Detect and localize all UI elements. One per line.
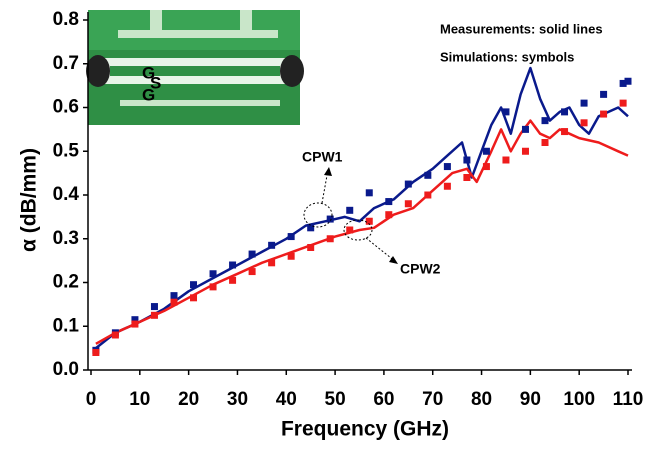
simulated-marker	[326, 215, 334, 223]
simulated-marker	[229, 276, 237, 284]
simulated-marker	[502, 156, 510, 164]
y-tick-label: 0.0	[53, 359, 79, 380]
simulated-marker	[209, 283, 217, 291]
callout-ellipse	[303, 202, 333, 228]
y-tick-label: 0.2	[53, 272, 79, 293]
callout-arrow	[365, 237, 397, 263]
simulated-marker	[561, 128, 569, 136]
y-tick-label: 0.3	[53, 228, 79, 249]
simulated-marker	[424, 171, 432, 179]
x-tick-label: 80	[471, 389, 492, 410]
callout-arrow	[321, 169, 329, 204]
simulated-marker	[385, 198, 393, 206]
simulated-marker	[190, 281, 198, 289]
simulated-marker	[268, 259, 276, 267]
simulated-marker	[619, 99, 627, 107]
simulated-marker	[561, 108, 569, 116]
simulated-marker	[580, 99, 588, 107]
x-tick-label: 20	[178, 389, 199, 410]
simulated-marker	[229, 261, 237, 269]
x-tick-label: 60	[373, 389, 394, 410]
simulated-marker	[385, 211, 393, 219]
annotation: CPW2	[400, 261, 441, 277]
x-tick-label: 90	[520, 389, 541, 410]
simulated-marker	[92, 349, 100, 356]
simulated-marker	[443, 182, 451, 190]
simulated-marker	[502, 108, 510, 116]
simulated-marker	[190, 294, 198, 302]
y-tick-label: 0.1	[53, 315, 80, 336]
x-tick-label: 50	[325, 389, 346, 410]
simulated-marker	[521, 125, 529, 133]
simulated-marker	[287, 252, 295, 260]
simulated-marker	[482, 163, 490, 171]
simulated-marker	[521, 147, 529, 155]
simulated-marker	[248, 268, 256, 276]
simulated-marker	[170, 292, 178, 300]
x-tick-label: 110	[613, 389, 644, 410]
inset-label: G	[142, 63, 155, 82]
simulated-marker	[580, 119, 588, 127]
simulated-marker	[541, 139, 549, 146]
simulated-marker	[365, 189, 373, 197]
annotation: Simulations: symbols	[440, 49, 574, 64]
arrow-head	[389, 256, 398, 264]
simulated-marker	[346, 226, 354, 234]
simulated-marker	[326, 235, 334, 243]
callout-ellipse	[343, 219, 373, 241]
x-axis-title: Frequency (GHz)	[281, 418, 449, 441]
simulated-marker	[463, 156, 471, 164]
simulated-marker	[541, 117, 549, 125]
simulated-marker	[424, 191, 432, 199]
simulated-marker	[463, 174, 471, 181]
annotation: Measurements: solid lines	[440, 21, 603, 36]
simulated-marker	[619, 79, 627, 87]
simulated-marker	[209, 270, 217, 278]
measured-line	[95, 119, 629, 345]
simulated-marker	[111, 331, 119, 339]
simulated-marker	[150, 303, 158, 311]
simulated-marker	[287, 233, 295, 241]
inset-label: S	[150, 73, 161, 92]
x-tick-label: 30	[227, 389, 248, 410]
y-axis-title: α (dB/mm)	[18, 148, 41, 252]
inset-label: G	[142, 85, 155, 104]
inset-photo	[86, 10, 304, 125]
arrow-head	[324, 167, 332, 176]
x-tick-label: 70	[422, 389, 443, 410]
simulated-marker	[346, 206, 354, 214]
x-tick-label: 0	[86, 389, 97, 410]
y-tick-label: 0.6	[53, 97, 79, 118]
simulated-marker	[170, 298, 178, 306]
simulated-marker	[307, 224, 315, 232]
x-tick-label: 10	[129, 389, 150, 410]
simulated-marker	[150, 311, 158, 319]
annotation: CPW1	[302, 149, 343, 165]
simulated-marker	[131, 320, 139, 328]
y-tick-label: 0.5	[53, 140, 80, 161]
simulated-marker	[307, 244, 315, 251]
simulated-marker	[443, 163, 451, 171]
x-tick-label: 100	[563, 389, 595, 410]
simulated-marker	[248, 250, 256, 258]
simulated-marker	[624, 77, 632, 85]
simulated-marker	[404, 200, 412, 208]
simulated-marker	[365, 217, 373, 225]
simulated-marker	[600, 90, 608, 98]
y-tick-label: 0.4	[53, 184, 80, 205]
simulated-marker	[131, 316, 139, 324]
simulated-marker	[268, 241, 276, 249]
y-tick-label: 0.7	[53, 53, 79, 74]
simulated-marker	[482, 147, 490, 155]
simulated-marker	[404, 180, 412, 188]
x-tick-label: 40	[276, 389, 297, 410]
y-tick-label: 0.8	[53, 9, 79, 30]
simulated-marker	[600, 110, 608, 118]
